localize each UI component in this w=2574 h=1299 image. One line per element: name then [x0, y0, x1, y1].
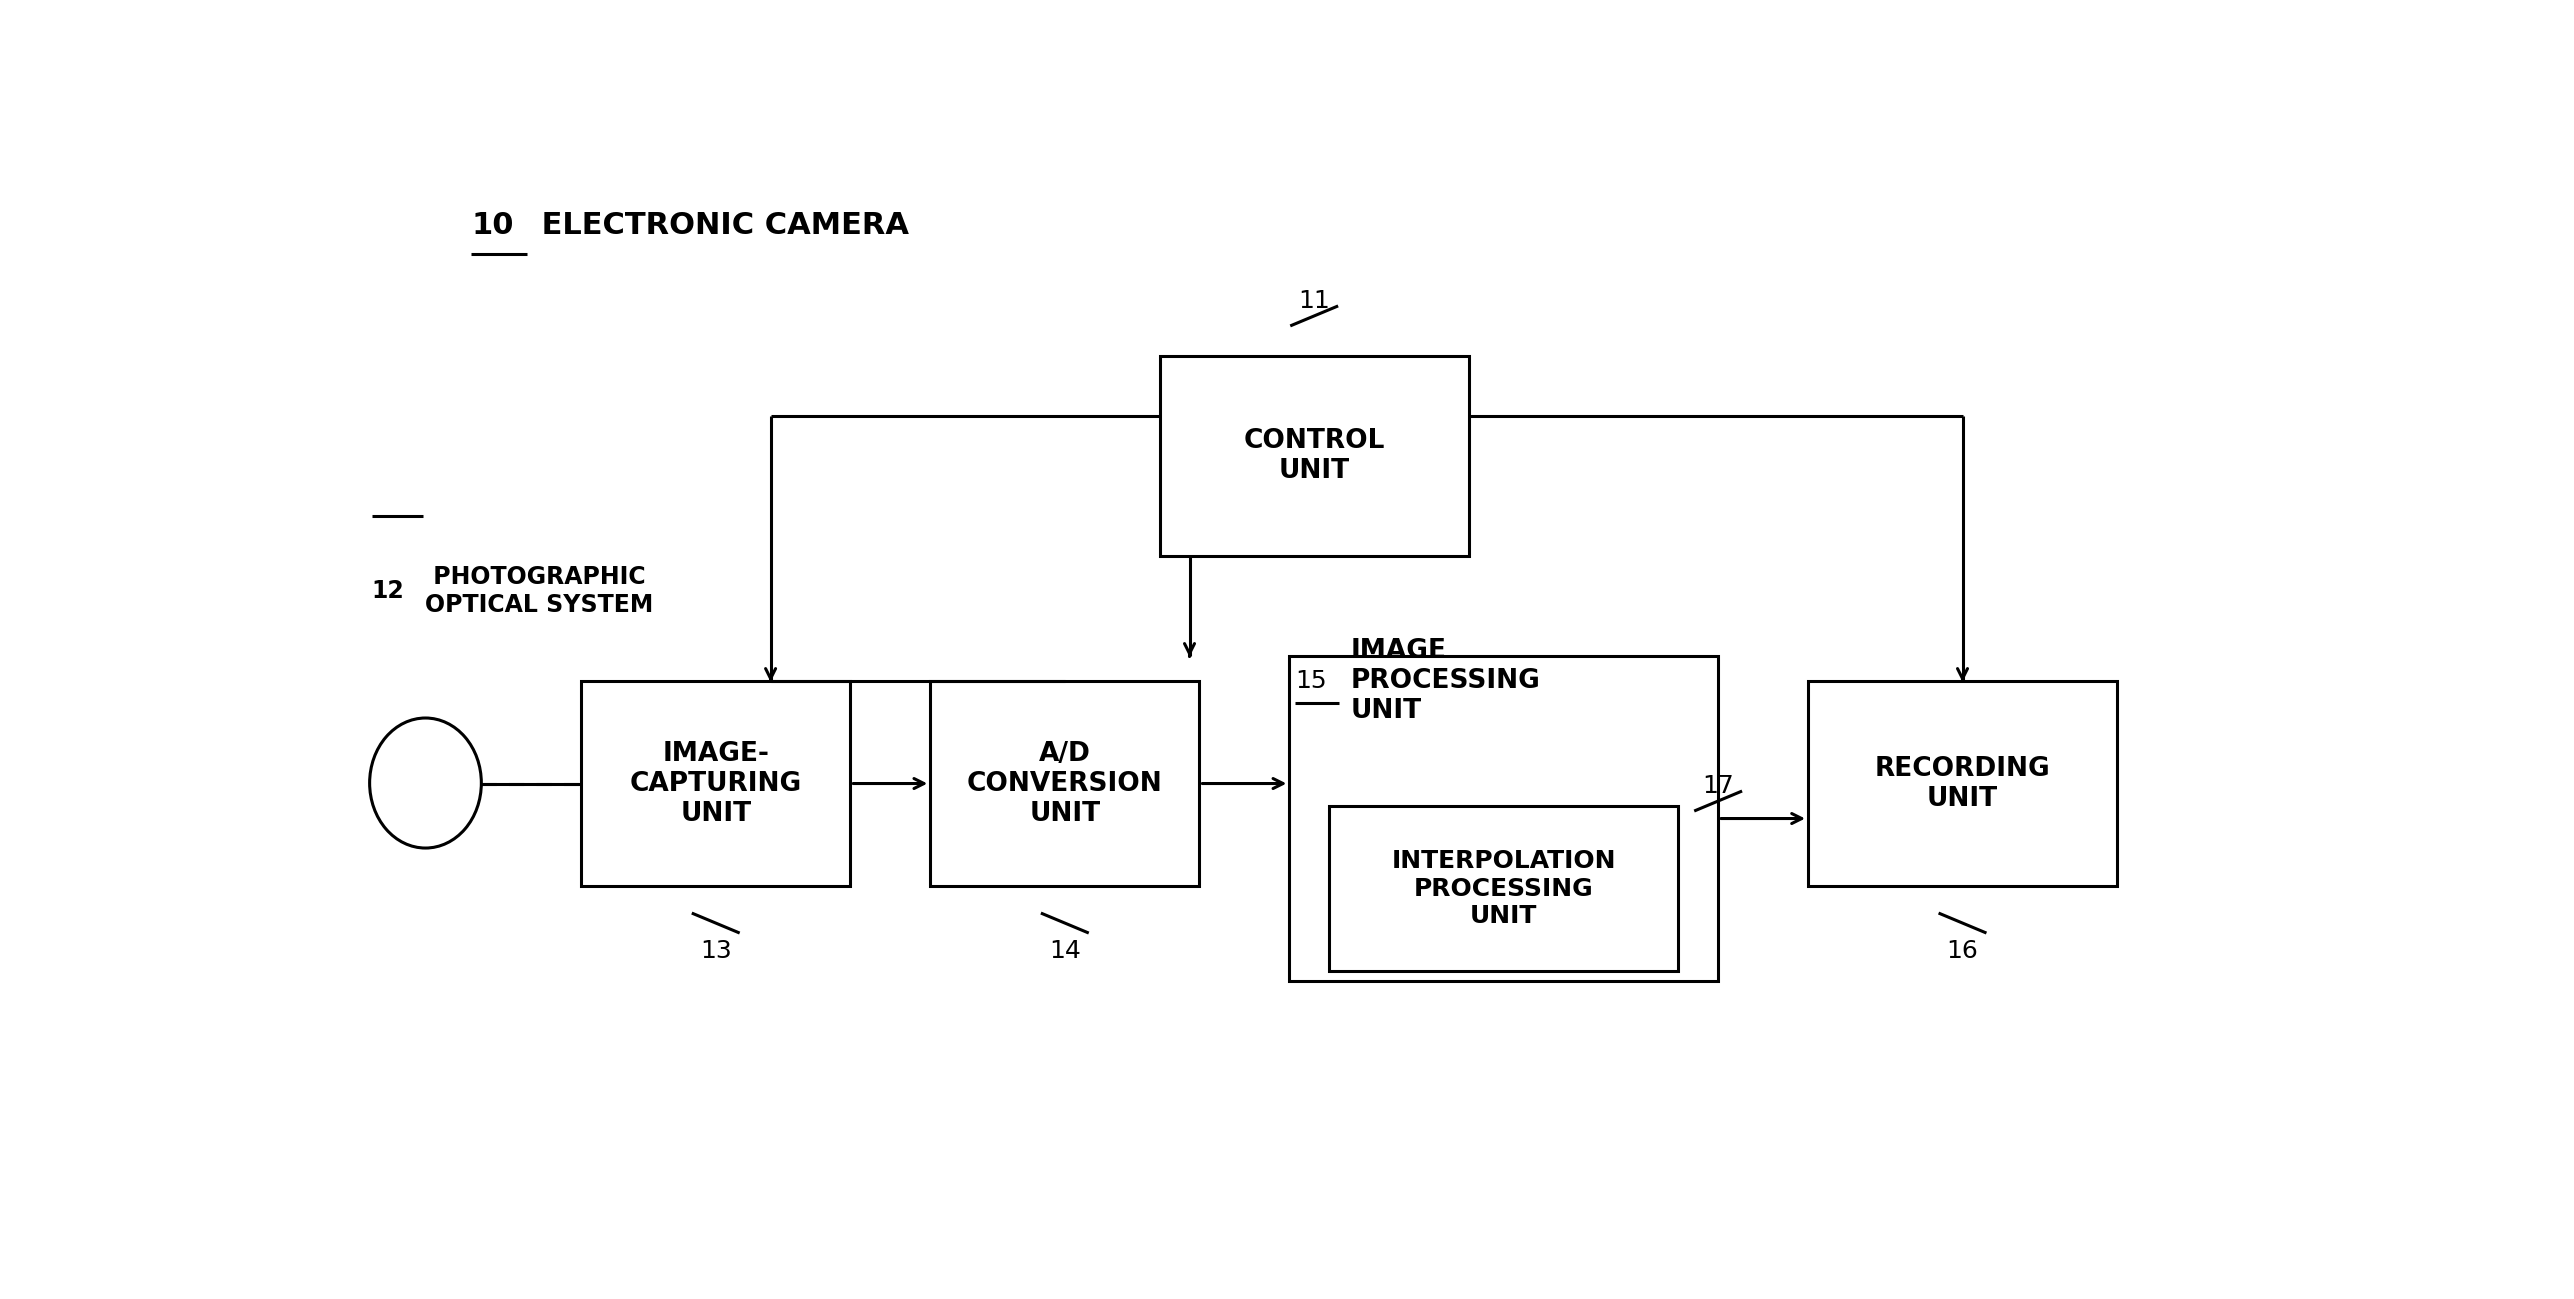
Text: PHOTOGRAPHIC
OPTICAL SYSTEM: PHOTOGRAPHIC OPTICAL SYSTEM	[425, 565, 654, 617]
Bar	[1328, 805, 1678, 972]
Bar	[1290, 656, 1719, 981]
Ellipse shape	[371, 718, 481, 848]
Text: INTERPOLATION
PROCESSING
UNIT: INTERPOLATION PROCESSING UNIT	[1393, 848, 1616, 929]
Bar	[582, 681, 849, 886]
Text: A/D
CONVERSION
UNIT: A/D CONVERSION UNIT	[968, 740, 1163, 826]
Text: 16: 16	[1946, 939, 1979, 963]
Text: 12: 12	[371, 579, 404, 603]
Bar	[1158, 356, 1470, 556]
Text: IMAGE-
CAPTURING
UNIT: IMAGE- CAPTURING UNIT	[631, 740, 803, 826]
Text: 14: 14	[1048, 939, 1081, 963]
Bar	[929, 681, 1199, 886]
Text: 17: 17	[1701, 774, 1735, 798]
Text: RECORDING
UNIT: RECORDING UNIT	[1874, 756, 2051, 812]
Text: 11: 11	[1297, 288, 1331, 313]
Text: ELECTRONIC CAMERA: ELECTRONIC CAMERA	[530, 212, 909, 240]
Text: IMAGE
PROCESSING
UNIT: IMAGE PROCESSING UNIT	[1351, 638, 1542, 724]
Text: 15: 15	[1295, 669, 1326, 692]
Text: CONTROL
UNIT: CONTROL UNIT	[1243, 427, 1385, 485]
Text: 13: 13	[700, 939, 731, 963]
Bar	[1807, 681, 2116, 886]
Text: 10: 10	[471, 212, 515, 240]
